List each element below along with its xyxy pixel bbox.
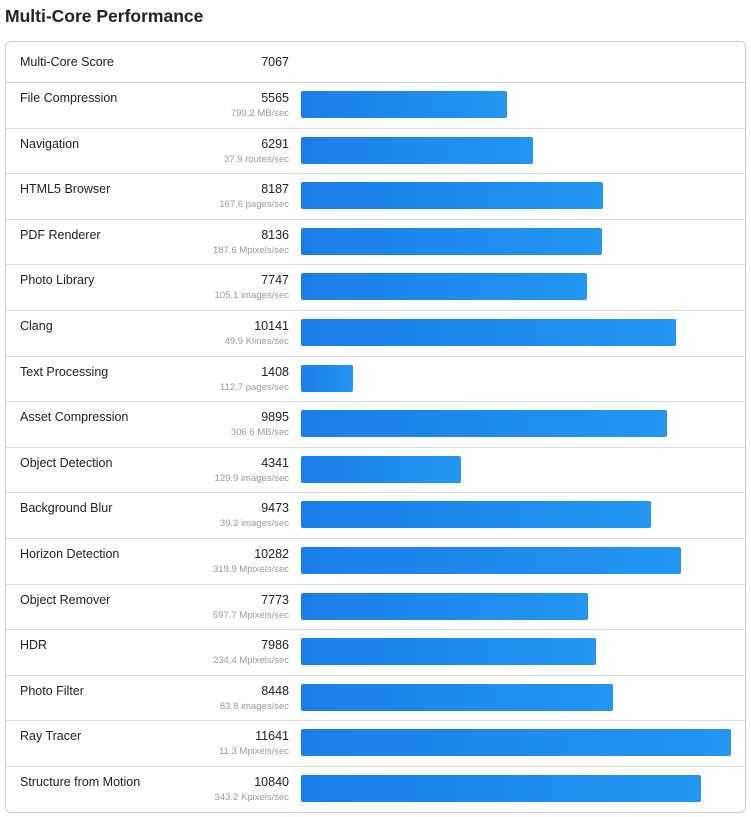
benchmark-row: Structure from Motion 10840 343.2 Kpixels/… <box>6 767 745 812</box>
benchmark-name: Object Remover <box>20 592 111 607</box>
benchmark-row: PDF Renderer 8136 187.6 Mpixels/sec <box>6 220 745 266</box>
benchmark-score: 8187 <box>261 182 289 197</box>
benchmark-name: HTML5 Browser <box>20 182 111 197</box>
score-bar <box>301 91 507 118</box>
benchmark-rate: 105.1 images/sec <box>214 290 289 302</box>
score-bar <box>301 729 731 757</box>
benchmark-score: 8136 <box>261 227 289 242</box>
benchmark-rate: 112.7 pages/sec <box>219 381 289 393</box>
benchmark-score: 10141 <box>254 319 289 333</box>
benchmark-rate: 49.9 Klines/sec <box>224 336 289 347</box>
score-bar <box>301 455 461 483</box>
benchmark-score: 9473 <box>261 501 289 516</box>
score-bar <box>301 501 651 529</box>
benchmark-row: Asset Compression 9895 306.6 MB/sec <box>6 402 745 448</box>
benchmark-score: 11641 <box>255 729 289 744</box>
benchmark-rate: 319.9 Mpixels/sec <box>212 564 289 575</box>
benchmark-rate: 83.8 images/sec <box>219 700 289 712</box>
benchmark-row: Object Detection 4341 129.9 images/sec <box>6 448 745 494</box>
benchmark-row: Horizon Detection 10282 319.9 Mpixels/sec <box>6 539 745 585</box>
benchmark-row: File Compression 5565 799.2 MB/sec <box>6 83 745 129</box>
benchmark-name: PDF Renderer <box>20 227 101 242</box>
benchmark-name: Ray Tracer <box>20 729 82 744</box>
benchmark-name: Horizon Detection <box>20 547 120 561</box>
benchmark-name: Photo Library <box>20 273 95 288</box>
benchmark-name: Structure from Motion <box>20 775 141 789</box>
score-bar <box>301 547 681 574</box>
score-bar <box>301 683 613 711</box>
benchmark-score: 5565 <box>261 91 289 105</box>
benchmark-score: 6291 <box>261 136 289 151</box>
benchmark-table: Multi-Core Score 7067 File Compression 55… <box>5 41 746 813</box>
score-bar <box>301 136 533 164</box>
benchmark-row: Background Blur 9473 39.2 images/sec <box>6 493 745 539</box>
benchmark-rate: 39.2 images/sec <box>219 518 289 530</box>
score-bar <box>301 638 596 666</box>
benchmark-name: File Compression <box>20 91 118 105</box>
benchmark-score: 7773 <box>261 592 289 607</box>
page-title: Multi-Core Performance <box>5 6 204 26</box>
benchmark-rate: 799.2 MB/sec <box>230 108 289 119</box>
benchmark-row: Navigation 6291 37.9 routes/sec <box>6 129 745 175</box>
benchmark-name: HDR <box>20 638 48 653</box>
benchmark-score: 7986 <box>261 638 289 653</box>
benchmark-score: 8448 <box>261 683 289 698</box>
benchmark-row: Photo Filter 8448 83.8 images/sec <box>6 676 745 722</box>
score-bar <box>301 273 587 301</box>
score-bar <box>301 592 588 620</box>
benchmark-rate: 37.9 routes/sec <box>224 153 289 165</box>
benchmark-row: Text Processing 1408 112.7 pages/sec <box>6 357 745 403</box>
benchmark-rate: 187.6 Mpixels/sec <box>212 244 289 256</box>
benchmark-score: 1408 <box>261 364 289 379</box>
summary-label: Multi-Core Score <box>20 55 114 69</box>
benchmark-rate: 167.6 pages/sec <box>219 199 289 211</box>
benchmark-name: Background Blur <box>20 501 113 516</box>
benchmark-rate: 11.3 Mpixels/sec <box>218 746 289 758</box>
benchmark-score: 10840 <box>254 775 289 789</box>
score-bar <box>301 364 353 392</box>
benchmark-name: Photo Filter <box>20 683 84 698</box>
benchmark-rate: 234.4 Mpixels/sec <box>212 655 289 667</box>
score-bar <box>301 227 602 255</box>
benchmark-score: 9895 <box>261 410 289 425</box>
benchmark-name: Object Detection <box>20 455 113 470</box>
benchmark-row: Ray Tracer 11641 11.3 Mpixels/sec <box>6 721 745 767</box>
summary-row: Multi-Core Score 7067 <box>6 42 745 83</box>
benchmark-row: HDR 7986 234.4 Mpixels/sec <box>6 630 745 676</box>
benchmark-rate: 306.6 MB/sec <box>230 427 289 439</box>
benchmark-row: Clang 10141 49.9 Klines/sec <box>6 311 745 357</box>
benchmark-score: 10282 <box>254 547 289 561</box>
benchmark-rate: 129.9 images/sec <box>214 472 289 484</box>
benchmark-row: Photo Library 7747 105.1 images/sec <box>6 265 745 311</box>
benchmark-name: Navigation <box>20 136 80 151</box>
score-bar <box>301 182 603 210</box>
benchmark-rate: 343.2 Kpixels/sec <box>214 792 289 803</box>
score-bar <box>301 319 676 346</box>
benchmark-name: Clang <box>20 319 53 333</box>
benchmark-rate: 597.7 Mpixels/sec <box>212 609 289 621</box>
summary-score: 7067 <box>261 55 289 69</box>
score-bar <box>301 410 667 438</box>
benchmark-name: Text Processing <box>20 364 109 379</box>
benchmark-name: Asset Compression <box>20 410 129 425</box>
score-bar <box>301 775 701 802</box>
benchmark-score: 7747 <box>261 273 289 288</box>
benchmark-row: HTML5 Browser 8187 167.6 pages/sec <box>6 174 745 220</box>
benchmark-score: 4341 <box>261 455 289 470</box>
benchmark-row: Object Remover 7773 597.7 Mpixels/sec <box>6 585 745 631</box>
